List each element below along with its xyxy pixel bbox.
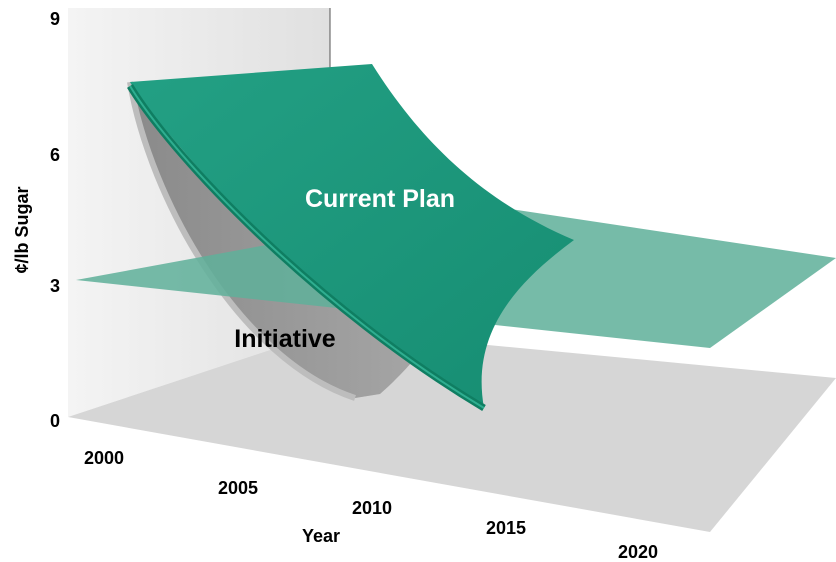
current-plan-surface [130, 64, 574, 408]
x-axis-title: Year [302, 526, 340, 546]
y-tick-label: 3 [50, 276, 60, 296]
y-tick-label: 9 [50, 9, 60, 29]
x-tick-label: 2000 [84, 448, 124, 468]
series-label-current-plan: Current Plan [305, 185, 455, 213]
x-tick-label: 2005 [218, 478, 258, 498]
floor-plane [68, 330, 836, 532]
x-tick-label: 2020 [618, 542, 658, 562]
series-label-initiative: Initiative [234, 325, 336, 353]
current-plan-top-edge [129, 85, 485, 409]
y-axis-title: ¢/lb Sugar [12, 186, 32, 273]
y-tick-label: 0 [50, 411, 60, 431]
y-tick-label: 6 [50, 145, 60, 165]
x-tick-label: 2010 [352, 498, 392, 518]
x-tick-label: 2015 [486, 518, 526, 538]
